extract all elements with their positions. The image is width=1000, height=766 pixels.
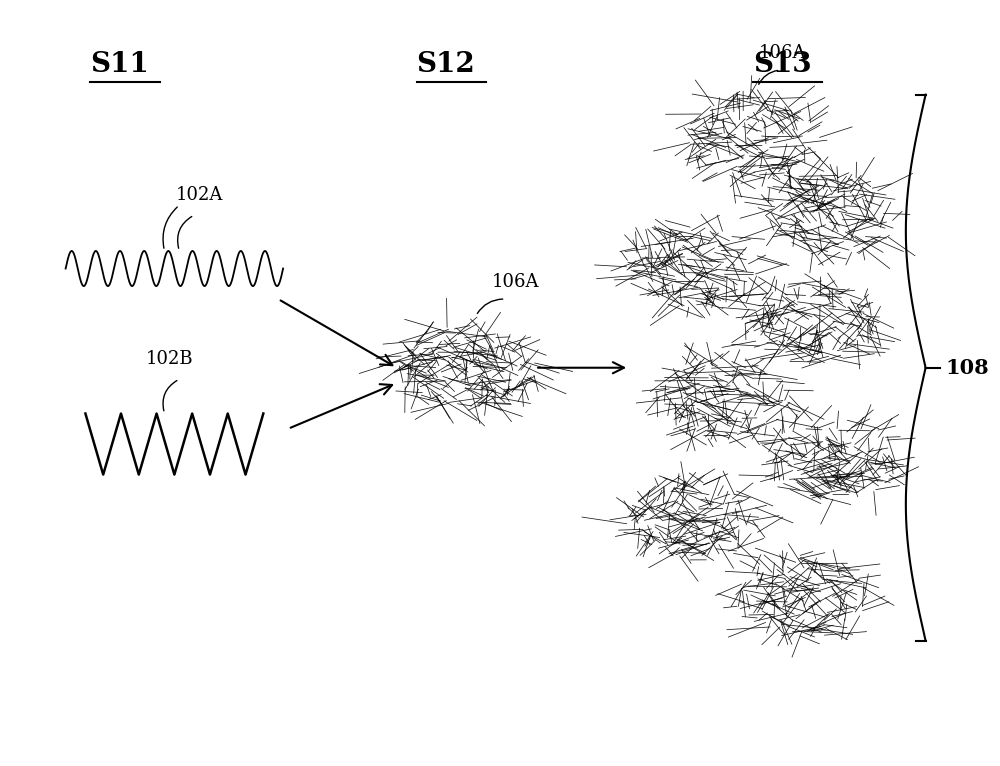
Text: 106A: 106A [492, 273, 539, 291]
Text: S12: S12 [417, 51, 475, 77]
Text: 102B: 102B [146, 350, 193, 368]
Text: S13: S13 [753, 51, 811, 77]
Text: 108: 108 [945, 358, 989, 378]
Text: 106A: 106A [759, 44, 806, 63]
Text: 102A: 102A [175, 185, 223, 204]
Text: S11: S11 [90, 51, 149, 77]
